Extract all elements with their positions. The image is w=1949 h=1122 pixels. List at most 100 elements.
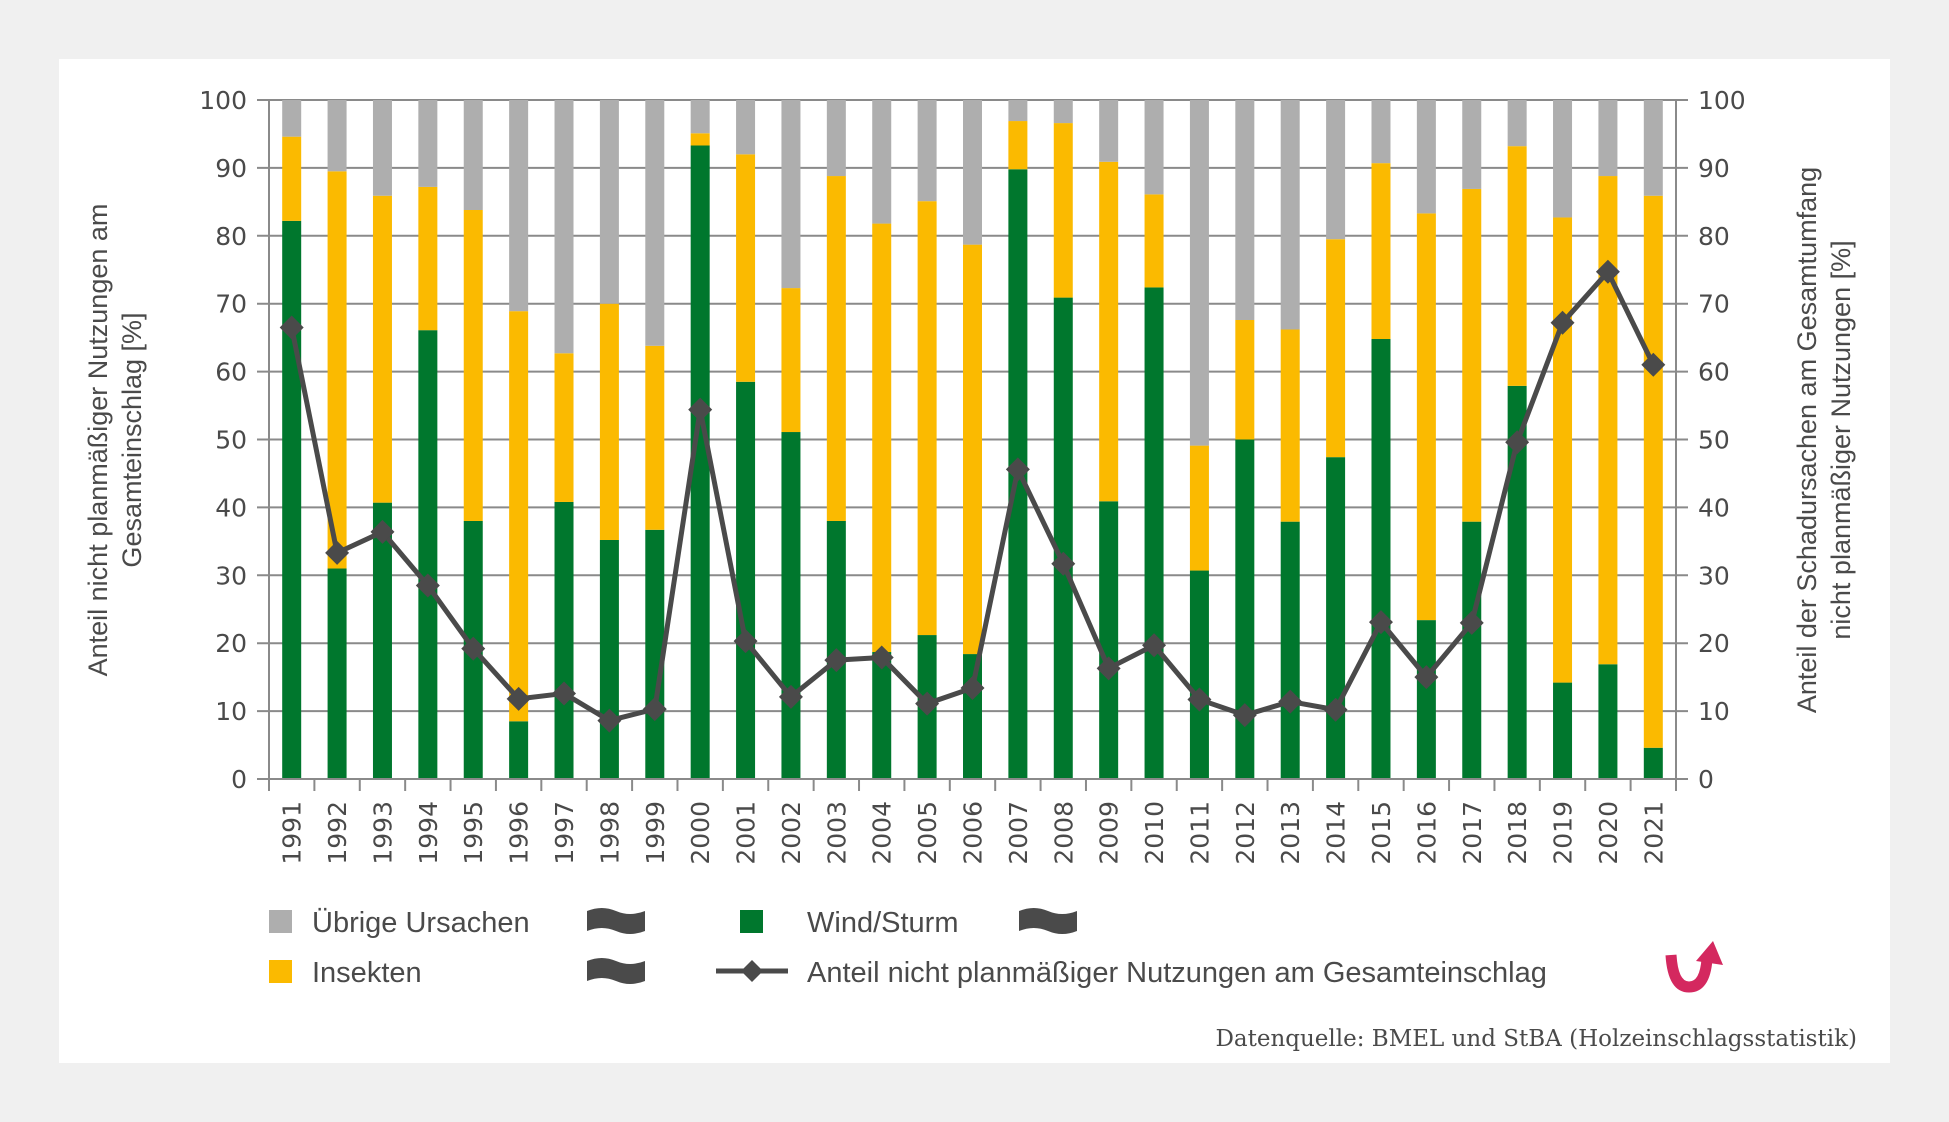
x-tick-label: 2010 xyxy=(1140,801,1169,865)
bar-übrige-ursachen-2002 xyxy=(781,100,801,289)
bar-wind-sturm-2011 xyxy=(1189,570,1209,779)
x-tick-label: 2014 xyxy=(1322,801,1351,865)
legend: Übrige Ursachen Wind/Sturm Insekten Ante… xyxy=(269,907,1723,993)
bar-übrige-ursachen-2003 xyxy=(826,100,846,177)
line-marker-1992 xyxy=(325,540,350,565)
legend-label: Übrige Ursachen xyxy=(312,907,530,939)
bar-wind-sturm-1994 xyxy=(418,330,438,779)
bar-übrige-ursachen-2020 xyxy=(1598,100,1618,177)
line-marker-2017 xyxy=(1459,610,1484,635)
y-tick-label: 40 xyxy=(215,493,247,522)
line-series xyxy=(279,259,1666,733)
bar-insekten-2010 xyxy=(1144,194,1164,288)
bar-übrige-ursachen-2021 xyxy=(1643,100,1663,196)
bar-wind-sturm-1997 xyxy=(554,501,574,779)
x-tick-label: 2002 xyxy=(777,801,806,865)
bar-übrige-ursachen-2012 xyxy=(1235,100,1255,320)
bar-insekten-2012 xyxy=(1235,319,1255,440)
bar-wind-sturm-2021 xyxy=(1643,747,1663,779)
line-marker-2004 xyxy=(869,645,894,670)
x-tick-label: 2001 xyxy=(732,801,761,865)
x-tick-label: 2020 xyxy=(1594,801,1623,865)
bar-übrige-ursachen-1993 xyxy=(372,100,392,196)
bar-übrige-ursachen-2000 xyxy=(690,100,710,134)
y-tick-label: 90 xyxy=(215,154,247,183)
bar-übrige-ursachen-2001 xyxy=(736,100,756,155)
y-tick-label: 30 xyxy=(215,561,247,590)
y-tick-label: 0 xyxy=(231,765,247,794)
line-marker-2011 xyxy=(1187,687,1212,712)
bar-übrige-ursachen-2015 xyxy=(1371,100,1391,164)
diamond-marker-icon xyxy=(741,960,763,982)
wave-icon xyxy=(587,908,645,934)
bar-übrige-ursachen-2018 xyxy=(1507,100,1527,147)
y2-tick-label: 50 xyxy=(1698,426,1730,455)
bar-übrige-ursachen-2004 xyxy=(872,100,892,224)
bar-wind-sturm-2002 xyxy=(781,432,801,779)
bar-insekten-2011 xyxy=(1189,445,1209,571)
line-marker-2005 xyxy=(915,691,940,716)
bar-wind-sturm-1998 xyxy=(599,539,619,779)
bar-übrige-ursachen-1998 xyxy=(599,100,619,304)
line-marker-2019 xyxy=(1550,310,1575,335)
source-note: Datenquelle: BMEL und StBA (Holzeinschla… xyxy=(1215,1026,1857,1052)
x-tick-label: 2013 xyxy=(1276,801,1305,865)
bar-wind-sturm-2010 xyxy=(1144,287,1164,779)
bars xyxy=(282,100,1663,780)
y-tick-label: 100 xyxy=(199,86,247,115)
bar-übrige-ursachen-2017 xyxy=(1462,100,1482,189)
legend-swatch-grey xyxy=(269,910,292,933)
bar-insekten-1998 xyxy=(599,303,619,540)
legend-item-anteil-line: Anteil nicht planmäßiger Nutzungen am Ge… xyxy=(716,941,1723,993)
bar-insekten-2008 xyxy=(1053,123,1073,298)
line-marker-2001 xyxy=(733,629,758,654)
y2-tick-label: 0 xyxy=(1698,765,1714,794)
line-marker-1999 xyxy=(642,697,667,722)
bar-insekten-2003 xyxy=(826,176,846,521)
legend-swatch-yellow xyxy=(269,960,292,983)
bar-übrige-ursachen-2013 xyxy=(1280,100,1300,330)
right-y-tick-labels: 0 10 20 30 40 50 60 70 80 90 100 xyxy=(1698,86,1746,794)
bar-insekten-2013 xyxy=(1280,329,1300,522)
bar-übrige-ursachen-2006 xyxy=(963,100,982,245)
line-marker-1996 xyxy=(506,686,531,711)
bar-insekten-1994 xyxy=(418,186,438,331)
x-tick-label: 1991 xyxy=(278,801,307,865)
line-marker-2010 xyxy=(1142,633,1167,658)
line-marker-2020 xyxy=(1595,259,1620,284)
y2-tick-label: 10 xyxy=(1698,697,1730,726)
bar-wind-sturm-2009 xyxy=(1099,501,1119,779)
bar-wind-sturm-2000 xyxy=(690,145,710,780)
y2-tick-label: 100 xyxy=(1698,86,1746,115)
x-tick-label: 1999 xyxy=(641,801,670,865)
bar-insekten-2014 xyxy=(1326,239,1346,458)
x-tick-label: 2008 xyxy=(1049,801,1078,865)
bar-übrige-ursachen-1995 xyxy=(463,100,483,210)
bar-wind-sturm-2004 xyxy=(872,652,892,779)
x-tick-label: 1994 xyxy=(414,801,443,865)
bar-übrige-ursachen-2016 xyxy=(1416,100,1436,214)
bar-übrige-ursachen-1996 xyxy=(509,100,529,312)
line-marker-2014 xyxy=(1323,697,1348,722)
bar-wind-sturm-2016 xyxy=(1416,620,1436,779)
bar-wind-sturm-1992 xyxy=(327,568,347,779)
legend-item-insekten: Insekten xyxy=(269,957,645,989)
bar-insekten-1992 xyxy=(327,171,347,569)
bar-übrige-ursachen-1999 xyxy=(645,100,665,346)
x-tick-label: 2006 xyxy=(959,801,988,865)
y2-tick-label: 30 xyxy=(1698,561,1730,590)
x-tick-label: 2003 xyxy=(822,801,851,865)
bar-wind-sturm-2017 xyxy=(1462,521,1482,779)
y-tick-label: 60 xyxy=(215,358,247,387)
x-tick-labels: 1991 1992 1993 1994 1995 1996 1997 1998 1999 2000… xyxy=(278,801,1669,865)
bar-wind-sturm-2015 xyxy=(1371,339,1391,779)
line-marker-2006 xyxy=(960,676,985,701)
bar-insekten-1997 xyxy=(554,353,574,502)
x-tick-label: 2004 xyxy=(868,801,897,865)
bar-insekten-2006 xyxy=(963,244,982,655)
bar-insekten-2019 xyxy=(1553,217,1573,683)
y2-tick-label: 90 xyxy=(1698,154,1730,183)
line-marker-2018 xyxy=(1505,430,1530,455)
line-marker-2021 xyxy=(1641,352,1666,377)
x-tick-label: 2016 xyxy=(1412,801,1441,865)
